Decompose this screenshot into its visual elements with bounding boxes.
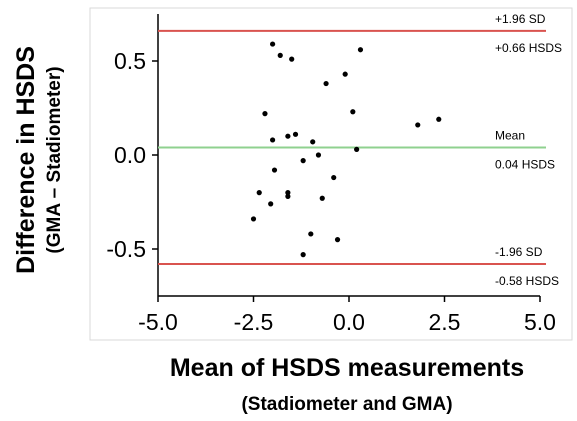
- plot-frame: [89, 7, 573, 341]
- data-point: [262, 111, 268, 117]
- data-point: [436, 116, 442, 122]
- data-point: [271, 167, 278, 173]
- data-point: [300, 158, 306, 164]
- data-point: [357, 47, 364, 53]
- data-point: [342, 71, 348, 77]
- data-point: [270, 41, 276, 47]
- data-point: [256, 190, 262, 196]
- x-ticks: -5.0 -2.5 0.0 2.5 5.0: [138, 296, 556, 335]
- data-point: [285, 133, 291, 139]
- x-axis-sublabel: (Stadiometer and GMA): [241, 394, 452, 415]
- y-tick-label: -0.5: [106, 236, 146, 262]
- data-point: [285, 193, 291, 199]
- data-point: [289, 56, 295, 62]
- data-point: [319, 195, 325, 201]
- data-point: [250, 216, 257, 222]
- x-tick-label: 2.5: [429, 309, 461, 335]
- data-point: [292, 131, 299, 137]
- x-tick-label: -2.5: [234, 309, 274, 335]
- reference-line-label: -1.96 SD: [495, 245, 543, 259]
- data-point: [285, 190, 291, 196]
- data-point: [354, 146, 360, 152]
- data-point: [334, 237, 341, 243]
- x-tick-label: -5.0: [138, 309, 178, 335]
- data-points: [250, 41, 442, 258]
- data-point: [270, 137, 276, 143]
- reference-line-value: +0.66 HSDS: [495, 41, 562, 55]
- x-axis-label: Mean of HSDS measurements: [170, 354, 524, 382]
- data-point: [277, 52, 283, 58]
- reference-line-value: 0.04 HSDS: [495, 157, 555, 171]
- y-axis-label: Difference in HSDS: [12, 46, 40, 274]
- data-point: [415, 122, 421, 128]
- y-ticks: -0.5 0.0 0.5: [106, 48, 158, 262]
- x-tick-label: 5.0: [524, 309, 556, 335]
- data-point: [350, 109, 356, 115]
- reference-line-label: +1.96 SD: [495, 12, 546, 26]
- reference-lines: +1.96 SD +0.66 HSDS Mean 0.04 HSDS -1.96 SD -…: [158, 12, 562, 288]
- reference-line-label: Mean: [495, 128, 525, 142]
- y-tick-label: 0.0: [114, 142, 146, 168]
- data-point: [300, 252, 306, 258]
- data-point: [331, 174, 337, 181]
- data-point: [315, 152, 322, 158]
- data-point: [308, 231, 314, 237]
- data-point: [310, 139, 316, 145]
- data-point: [268, 201, 274, 207]
- y-tick-label: 0.5: [114, 48, 146, 74]
- reference-line-value: -0.58 HSDS: [495, 274, 559, 288]
- x-tick-label: 0.0: [333, 309, 365, 335]
- y-axis-sublabel: (GMA – Stadiometer): [44, 66, 65, 253]
- data-point: [323, 80, 329, 87]
